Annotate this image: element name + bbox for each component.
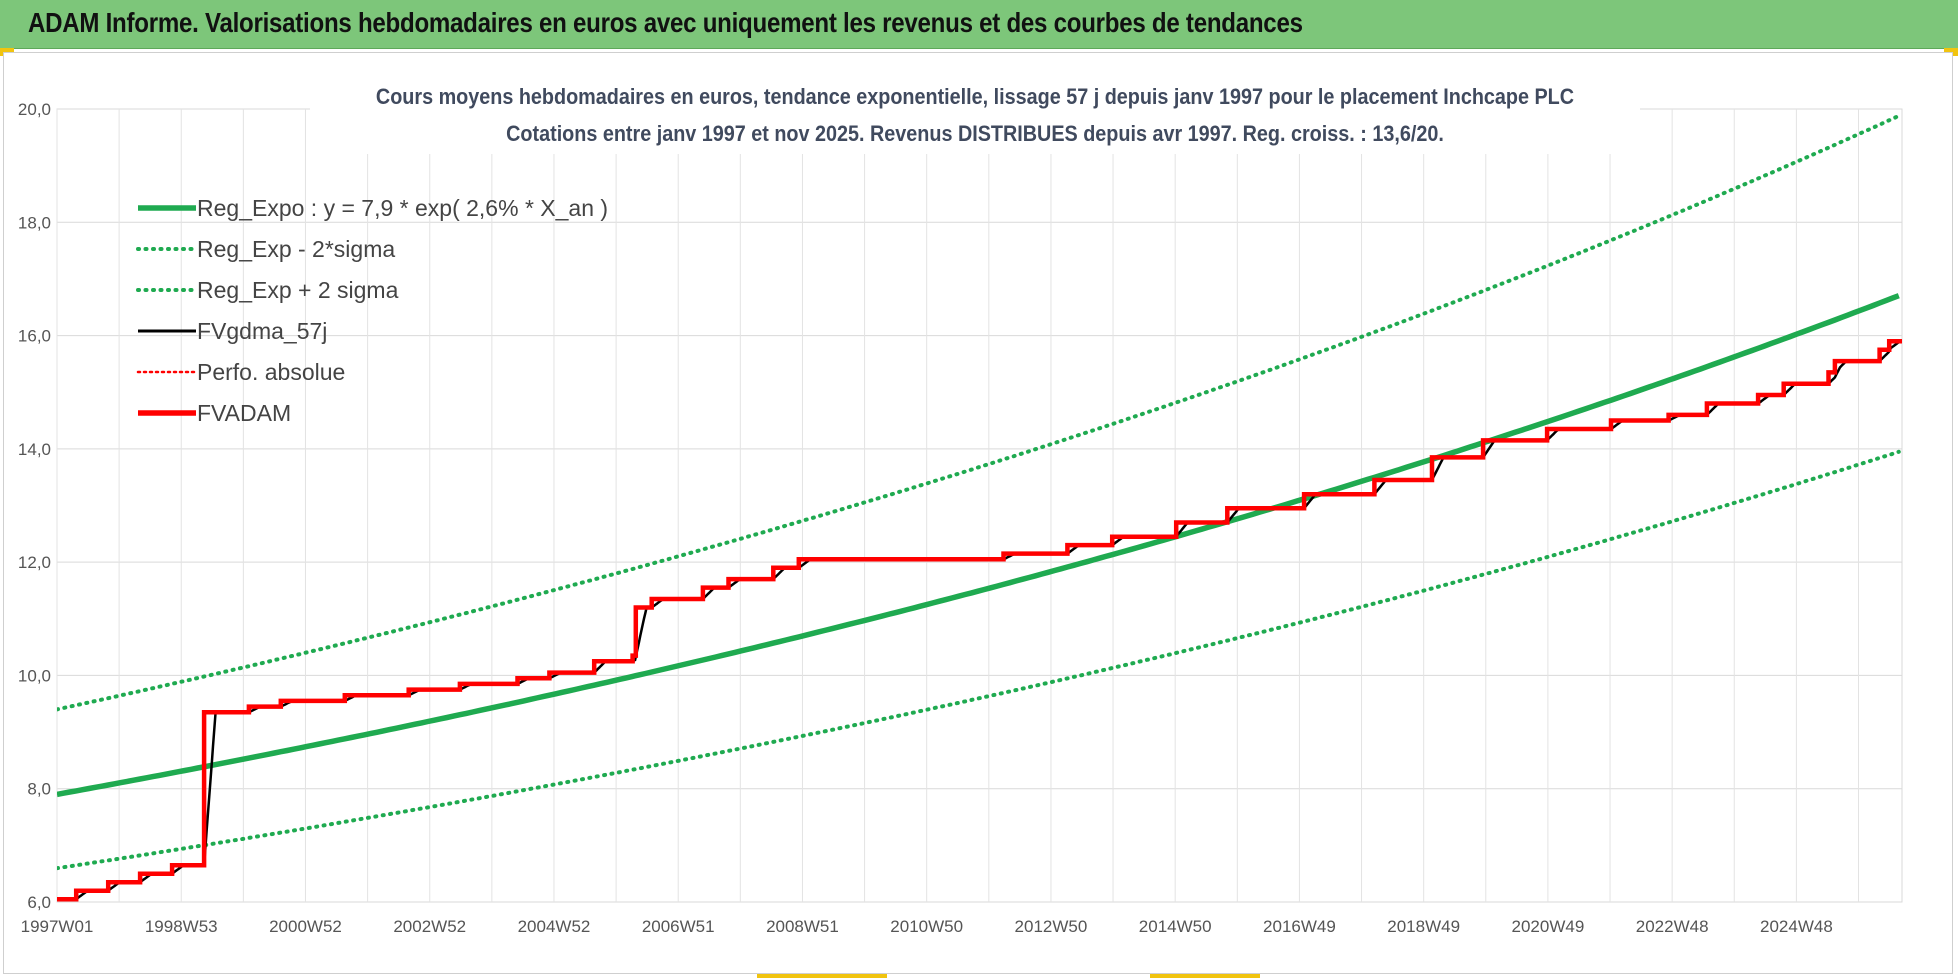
y-tick-label: 8,0 bbox=[27, 780, 51, 799]
x-tick-label: 2004W52 bbox=[518, 917, 591, 936]
y-tick-label: 16,0 bbox=[18, 327, 51, 346]
y-tick-label: 12,0 bbox=[18, 553, 51, 572]
x-tick-label: 2018W49 bbox=[1387, 917, 1460, 936]
series-fvadam bbox=[57, 338, 1902, 902]
x-tick-label: 2006W51 bbox=[642, 917, 715, 936]
chart-title-line1: Cours moyens hebdomadaires en euros, ten… bbox=[376, 85, 1574, 109]
series-reg-exp-minus-2-sigma bbox=[57, 449, 1901, 871]
legend-label: FVgdma_57j bbox=[197, 318, 327, 344]
y-tick-label: 18,0 bbox=[18, 213, 51, 232]
y-tick-label: 20,0 bbox=[18, 100, 51, 119]
x-tick-label: 2024W48 bbox=[1760, 917, 1833, 936]
x-tick-label: 1997W01 bbox=[21, 917, 94, 936]
chart-grid bbox=[56, 108, 1903, 903]
x-tick-label: 2016W49 bbox=[1263, 917, 1336, 936]
chart-title-bg bbox=[310, 80, 1640, 154]
chart-legend: Reg_Expo : y = 7,9 * exp( 2,6% * X_an ) R… bbox=[136, 195, 608, 426]
x-tick-label: 2012W50 bbox=[1015, 917, 1088, 936]
x-tick-label: 2020W49 bbox=[1512, 917, 1585, 936]
x-tick-label: 2014W50 bbox=[1139, 917, 1212, 936]
legend-label: Reg_Exp - 2*sigma bbox=[197, 236, 395, 262]
x-tick-label: 1998W53 bbox=[145, 917, 218, 936]
legend-label: Reg_Exp + 2 sigma bbox=[197, 277, 399, 303]
legend-label: Perfo. absolue bbox=[197, 359, 345, 385]
chart-series bbox=[57, 113, 1902, 902]
page-title: ADAM Informe. Valorisations hebdomadaire… bbox=[28, 7, 1303, 38]
chart-title-line2: Cotations entre janv 1997 et nov 2025. R… bbox=[506, 122, 1444, 146]
bottom-marker bbox=[757, 974, 887, 978]
series-reg-expo bbox=[57, 293, 1900, 798]
legend-label: Reg_Expo : y = 7,9 * exp( 2,6% * X_an ) bbox=[197, 195, 608, 221]
x-tick-label: 2002W52 bbox=[393, 917, 466, 936]
header-banner: ADAM Informe. Valorisations hebdomadaire… bbox=[0, 0, 1958, 49]
series-reg-exp-plus-2-sigma bbox=[57, 113, 1901, 712]
y-axis-ticks: 6,0 8,0 10,0 12,0 14,0 16,0 18,0 20,0 bbox=[18, 100, 51, 912]
x-tick-label: 2008W51 bbox=[766, 917, 839, 936]
y-tick-label: 14,0 bbox=[18, 440, 51, 459]
y-tick-label: 6,0 bbox=[27, 893, 51, 912]
legend-label: FVADAM bbox=[197, 400, 291, 426]
x-tick-label: 2010W50 bbox=[890, 917, 963, 936]
y-tick-label: 10,0 bbox=[18, 666, 51, 685]
bottom-marker bbox=[1150, 974, 1260, 978]
x-tick-label: 2000W52 bbox=[269, 917, 342, 936]
x-axis-ticks: 1997W01 1998W53 2000W52 2002W52 2004W52 2006W… bbox=[21, 917, 1833, 936]
plot-area bbox=[56, 108, 1903, 903]
x-tick-label: 2022W48 bbox=[1636, 917, 1709, 936]
